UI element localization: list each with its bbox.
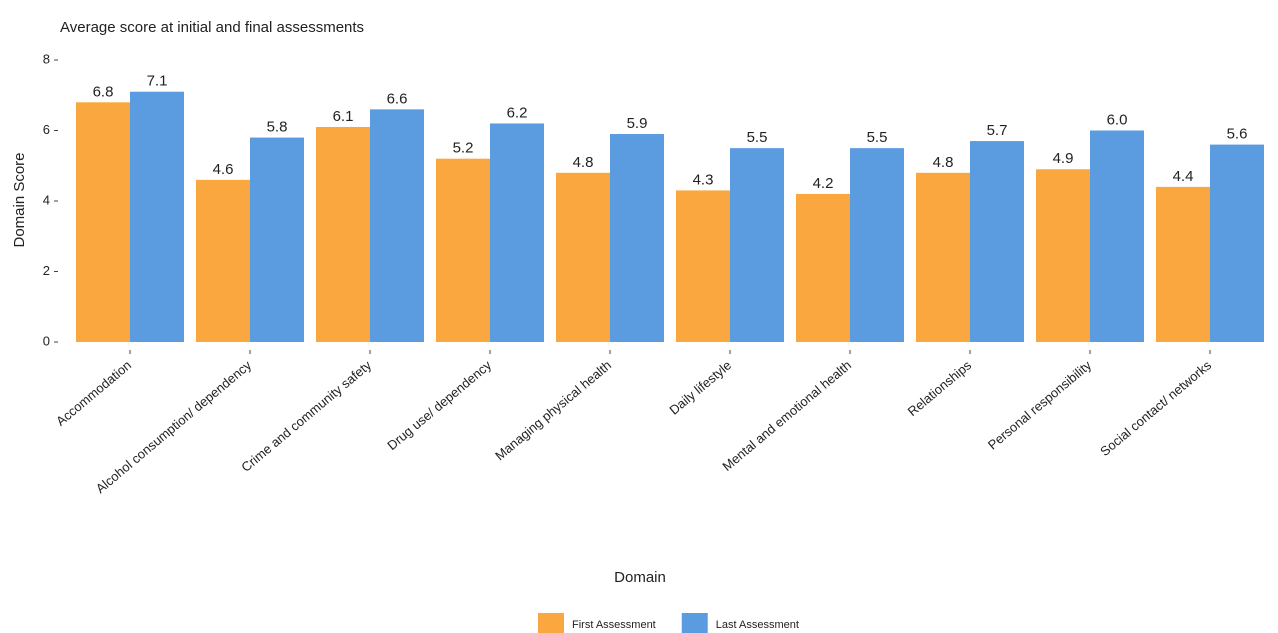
x-axis-title: Domain: [614, 569, 666, 586]
bar: [556, 172, 610, 342]
x-tick-label: Drug use/ dependency: [384, 357, 494, 453]
value-label: 6.8: [93, 83, 114, 100]
value-label: 5.8: [267, 119, 288, 136]
bar: [76, 102, 130, 342]
value-label: 4.9: [1053, 150, 1074, 167]
value-label: 4.8: [573, 154, 594, 171]
x-tick-label: Accommodation: [53, 357, 134, 428]
x-tick-label: Crime and community safety: [238, 357, 374, 475]
chart-title: Average score at initial and final asses…: [60, 19, 364, 36]
bar: [196, 179, 250, 342]
bar: [610, 134, 664, 342]
y-tick-label: 4: [43, 192, 50, 207]
value-label: 7.1: [147, 73, 168, 90]
bar: [850, 148, 904, 342]
x-tick-label: Daily lifestyle: [666, 357, 734, 417]
value-label: 5.9: [627, 115, 648, 132]
value-label: 5.5: [867, 129, 888, 146]
bar: [796, 193, 850, 342]
bar: [130, 91, 184, 342]
value-label: 5.2: [453, 140, 474, 157]
legend-swatch: [538, 613, 564, 633]
bar: [916, 172, 970, 342]
value-label: 4.2: [813, 175, 834, 192]
bar: [730, 148, 784, 342]
value-label: 4.8: [933, 154, 954, 171]
value-label: 6.2: [507, 104, 528, 121]
value-label: 4.6: [213, 161, 234, 178]
value-label: 5.7: [987, 122, 1008, 139]
x-tick-label: Social contact/ networks: [1097, 357, 1214, 459]
value-label: 6.0: [1107, 111, 1128, 128]
bar: [1090, 130, 1144, 342]
x-tick-label: Managing physical health: [492, 357, 614, 463]
bar: [970, 141, 1024, 342]
x-tick-label: Mental and emotional health: [719, 357, 854, 473]
y-tick-label: 0: [43, 333, 50, 348]
bar: [250, 137, 304, 342]
bar: [436, 158, 490, 342]
bar: [1036, 169, 1090, 342]
value-label: 4.4: [1173, 168, 1194, 185]
x-tick-label: Relationships: [905, 357, 975, 419]
legend-swatch: [681, 613, 708, 633]
legend-label: Last Assessment: [716, 619, 799, 631]
legend-label: First Assessment: [572, 619, 656, 631]
x-tick-label: Personal responsibility: [985, 357, 1095, 452]
value-label: 6.1: [333, 108, 354, 125]
value-label: 4.3: [693, 171, 714, 188]
bar: [370, 109, 424, 342]
y-tick-label: 2: [43, 263, 50, 278]
value-label: 5.6: [1227, 126, 1248, 143]
value-label: 5.5: [747, 129, 768, 146]
bar: [316, 126, 370, 342]
bar: [490, 123, 544, 342]
y-tick-label: 8: [43, 51, 50, 66]
bar: [676, 190, 730, 342]
bar: [1156, 186, 1210, 342]
value-label: 6.6: [387, 90, 408, 107]
bar: [1210, 144, 1264, 342]
y-tick-label: 6: [43, 122, 50, 137]
y-axis-title: Domain Score: [11, 152, 28, 247]
